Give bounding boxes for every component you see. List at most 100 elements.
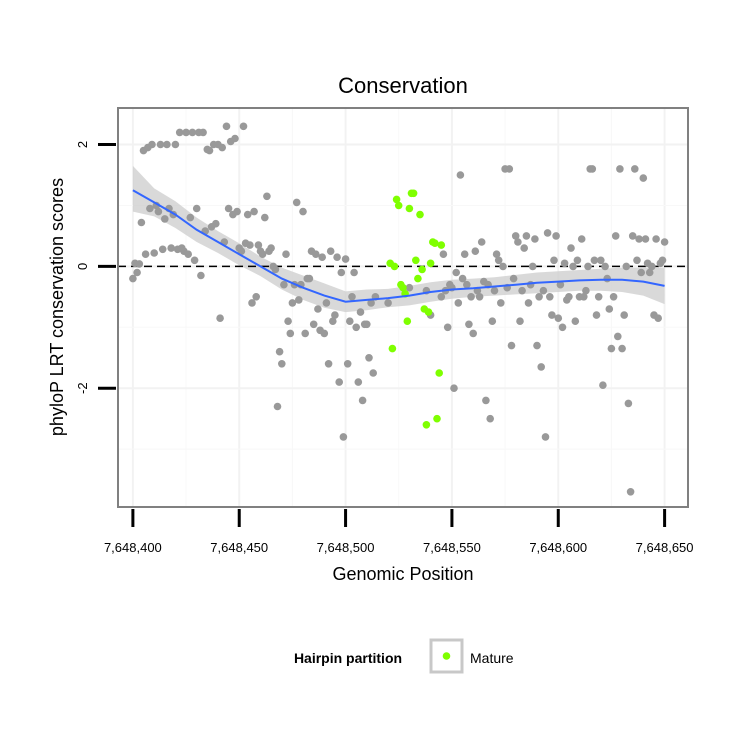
point-other: [271, 265, 280, 274]
point-other: [246, 241, 254, 249]
point-other: [456, 171, 465, 179]
point-other: [343, 360, 352, 368]
point-mature: [409, 189, 418, 198]
point-other: [633, 256, 641, 265]
data-points: [129, 122, 669, 496]
point-other: [492, 250, 501, 258]
point-other: [337, 268, 346, 277]
point-other: [450, 384, 458, 393]
point-other: [577, 235, 586, 243]
point-other: [335, 378, 344, 386]
point-other: [331, 311, 339, 319]
point-other: [645, 268, 654, 277]
point-other: [618, 344, 626, 353]
point-other: [352, 323, 361, 332]
point-other: [350, 268, 358, 277]
point-other: [514, 238, 522, 246]
point-other: [324, 360, 333, 368]
point-other: [528, 262, 537, 271]
point-other: [582, 286, 590, 295]
point-other: [333, 253, 341, 261]
point-other: [341, 255, 350, 263]
point-other: [182, 128, 190, 137]
point-other: [326, 247, 335, 255]
point-other: [452, 268, 461, 277]
point-other: [458, 274, 467, 283]
point-other: [154, 207, 163, 216]
point-other: [611, 232, 620, 240]
point-other: [543, 229, 552, 237]
point-other: [150, 249, 158, 257]
point-other: [524, 299, 533, 307]
point-other: [588, 165, 597, 173]
point-other: [546, 293, 554, 301]
point-other: [660, 238, 669, 246]
x-axis-title: Genomic Position: [332, 564, 473, 584]
point-other: [156, 140, 165, 149]
point-other: [535, 293, 543, 301]
point-mature: [424, 308, 433, 316]
point-other: [635, 235, 643, 243]
point-other: [233, 207, 241, 216]
point-other: [309, 320, 318, 329]
legend: Hairpin partition Mature: [294, 638, 514, 674]
point-other: [212, 219, 220, 228]
point-other: [135, 260, 144, 268]
point-other: [599, 381, 607, 390]
point-other: [292, 198, 301, 207]
point-other: [339, 433, 348, 441]
legend-label-mature: Mature: [470, 650, 514, 666]
point-other: [346, 317, 354, 326]
point-other: [365, 354, 373, 362]
point-other: [477, 238, 486, 246]
point-other: [305, 274, 314, 283]
point-other: [275, 347, 284, 356]
point-other: [499, 262, 507, 271]
point-other: [282, 250, 290, 258]
point-mature: [394, 201, 403, 210]
point-other: [405, 283, 414, 292]
point-mature: [412, 256, 420, 265]
point-other: [486, 414, 495, 423]
point-other: [358, 396, 367, 405]
point-other: [537, 363, 545, 371]
point-other: [463, 280, 471, 289]
point-other: [520, 244, 528, 252]
point-mature: [390, 262, 399, 271]
point-other: [199, 128, 207, 137]
point-other: [560, 259, 569, 268]
point-other: [601, 262, 609, 271]
point-other: [186, 213, 195, 222]
point-other: [454, 299, 463, 307]
point-other: [569, 262, 577, 271]
point-other: [197, 271, 205, 280]
point-other: [658, 256, 667, 265]
y-axis-title: phyloP LRT conservation scores: [47, 178, 67, 436]
point-other: [469, 329, 478, 338]
point-other: [641, 235, 650, 243]
point-other: [356, 308, 365, 316]
point-other: [192, 204, 201, 213]
y-tick-label: 2: [75, 141, 90, 148]
point-other: [239, 122, 248, 131]
point-other: [216, 314, 224, 323]
point-other: [363, 320, 371, 329]
point-other: [280, 280, 288, 289]
point-other: [460, 250, 469, 258]
point-other: [565, 293, 573, 301]
panel-background: [118, 108, 688, 507]
x-tick-label: 7,648,650: [636, 540, 694, 555]
point-mature: [392, 195, 401, 204]
point-other: [571, 317, 580, 326]
point-other: [626, 488, 635, 496]
point-other: [580, 293, 588, 301]
point-other: [509, 274, 518, 283]
point-other: [584, 262, 592, 271]
point-other: [592, 311, 601, 319]
point-other: [482, 396, 490, 405]
point-other: [648, 262, 656, 271]
point-other: [295, 296, 303, 304]
point-other: [254, 241, 263, 249]
point-other: [314, 305, 322, 313]
